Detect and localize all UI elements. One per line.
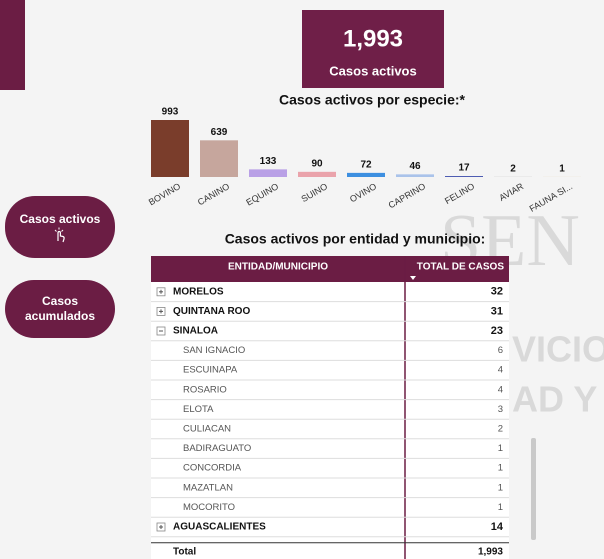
municipio-name: ROSARIO [183, 384, 227, 395]
x-tick-label: OVINO [348, 181, 378, 204]
data-label: 639 [211, 127, 228, 138]
entidad-name: QUINTANA ROO [173, 306, 250, 317]
watermark-text: VICIO [512, 329, 604, 370]
table-body [151, 256, 509, 559]
bar [396, 174, 434, 177]
data-label: 993 [162, 107, 179, 118]
row-value: 4 [498, 365, 503, 376]
municipio-name: MOCORITO [183, 502, 235, 513]
row-value: 14 [491, 521, 504, 533]
data-label: 46 [409, 161, 421, 172]
kpi-value: 1,993 [343, 25, 403, 52]
municipio-name: MAZATLAN [183, 482, 233, 493]
municipio-name: BADIRAGUATO [183, 443, 251, 454]
row-value: 1 [498, 443, 503, 454]
bar [249, 169, 287, 177]
column-header: TOTAL DE CASOS [417, 262, 505, 273]
municipio-name: SAN IGNACIO [183, 345, 245, 356]
data-label: 133 [260, 156, 277, 167]
row-value: 3 [498, 404, 503, 415]
kpi-card [302, 10, 444, 88]
row-value: 31 [491, 305, 503, 317]
x-tick-label: SUINO [299, 181, 329, 204]
table-header [151, 256, 509, 282]
bar [151, 120, 189, 177]
chart-title: Casos activos por especie:* [279, 92, 466, 108]
data-label: 1 [559, 164, 565, 175]
entidad-name: SINALOA [173, 326, 218, 337]
data-label: 17 [458, 163, 470, 174]
hand-icon [54, 227, 65, 242]
bar [298, 171, 336, 177]
row-value: 23 [491, 325, 503, 337]
municipio-name: CONCORDIA [183, 463, 242, 474]
row-value: 2 [498, 424, 503, 435]
bar [347, 172, 385, 177]
x-tick-label: CANINO [196, 181, 231, 207]
bar [445, 176, 483, 177]
row-value: 1 [498, 482, 503, 493]
x-tick-label: BOVINO [147, 181, 182, 207]
total-label: Total [173, 546, 196, 557]
row-value: 1 [498, 463, 503, 474]
municipio-name: ESCUINAPA [183, 365, 238, 376]
column-header: ENTIDAD/MUNICIPIO [228, 262, 328, 273]
total-value: 1,993 [478, 546, 503, 557]
entidad-name: MORELOS [173, 286, 224, 297]
row-value: 1 [498, 502, 503, 513]
kpi-label: Casos activos [329, 63, 416, 78]
button-casos-activos[interactable]: Casos activos [5, 196, 115, 258]
button-label: Casos activos [19, 211, 101, 226]
row-value: 32 [491, 286, 503, 298]
bar [200, 140, 238, 177]
sort-indicator[interactable] [410, 276, 416, 280]
button-label: Casos acumulados [24, 294, 96, 323]
side-strip [0, 0, 25, 90]
table-title: Casos activos por entidad y municipio: [225, 231, 486, 247]
data-label: 90 [311, 158, 323, 169]
x-tick-label: EQUINO [244, 181, 280, 207]
entidad-name: AGUASCALIENTES [173, 522, 266, 533]
row-value: 4 [498, 384, 503, 395]
x-tick-label: CAPRINO [387, 181, 428, 210]
row-value: 6 [498, 345, 503, 356]
municipio-name: CULIACAN [183, 424, 231, 435]
data-label: 72 [360, 160, 372, 171]
data-label: 2 [510, 164, 516, 175]
municipio-name: ELOTA [183, 404, 214, 415]
scrollbar[interactable] [531, 438, 536, 540]
button-casos-acumulados[interactable]: Casos acumulados [5, 280, 115, 338]
watermark-text: AD Y [512, 379, 597, 420]
